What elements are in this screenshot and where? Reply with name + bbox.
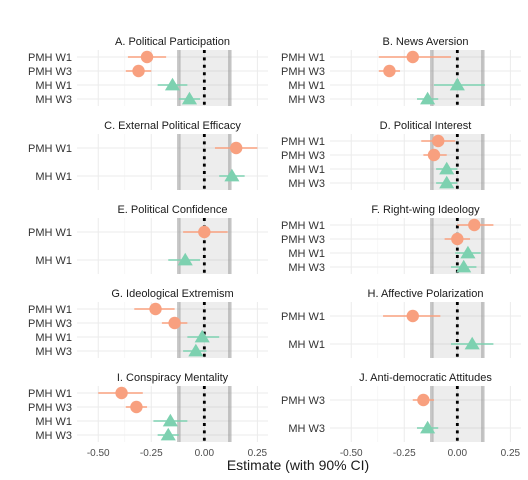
panel-title: H. Affective Polarization [368, 288, 484, 300]
estimate-point-circle [149, 302, 162, 316]
row-label: MH W1 [288, 248, 325, 260]
x-tick-label: 0.25 [501, 448, 521, 459]
panel-title: E. Political Confidence [117, 204, 227, 216]
estimate-point-circle [140, 50, 154, 64]
estimate-point-triangle [456, 259, 472, 273]
estimate-point-triangle [177, 252, 193, 266]
panel: E. Political Confidence PMH W1 MH W1 [28, 204, 268, 274]
row-label: MH W1 [35, 255, 72, 267]
row-label: PMH W1 [281, 52, 325, 64]
panel-title: F. Right-wing Ideology [371, 204, 480, 216]
row-label: PMH W1 [28, 52, 72, 64]
row-label: MH W3 [288, 94, 325, 106]
row-label: MH W1 [35, 80, 72, 92]
estimate-point-triangle [164, 77, 181, 91]
estimate-point-triangle [188, 343, 204, 357]
estimate-point-circle [406, 50, 419, 64]
x-axes: -0.50 -0.25 0.00 0.25 -0.50 -0.25 0.00 0.25 [87, 448, 521, 459]
x-tick-label: 0.25 [248, 448, 268, 459]
estimate-point-triangle [162, 413, 178, 427]
estimate-point-circle [427, 148, 441, 162]
row-label: PMH W3 [281, 234, 325, 246]
row-label: MH W1 [288, 339, 325, 351]
row-label: PMH W3 [28, 402, 72, 414]
row-label: PMH W1 [28, 227, 72, 239]
panel-title: A. Political Participation [115, 36, 230, 48]
panel: G. Ideological Extremism PMH W1 PMH W3 MH W… [28, 288, 268, 358]
panel: A. Political Participation PMH W1 PMH W3 MH… [28, 36, 268, 106]
x-tick-label: -0.50 [340, 448, 363, 459]
estimate-point-circle [451, 232, 464, 246]
panel-title: G. Ideological Extremism [111, 288, 233, 300]
panel: J. Anti-democratic Attitudes PMH W3 MH W3 [281, 372, 521, 442]
estimate-point-triangle [439, 175, 455, 189]
row-label: PMH W3 [281, 150, 325, 162]
estimate-point-triangle [449, 77, 465, 91]
row-label: PMH W1 [28, 388, 72, 400]
panel: D. Political Interest PMH W1 PMH W3 MH W1 MH… [281, 120, 521, 190]
row-label: PMH W1 [281, 220, 325, 232]
x-tick-label: 0.00 [448, 448, 468, 459]
panel-title: B. News Aversion [382, 36, 468, 48]
row-label: MH W3 [288, 262, 325, 274]
row-label: MH W1 [35, 171, 72, 183]
estimate-point-circle [115, 386, 128, 400]
estimate-point-circle [383, 64, 396, 78]
row-label: MH W3 [288, 423, 325, 435]
row-label: MH W3 [35, 430, 72, 442]
x-axis-label: Estimate (with 90% CI) [227, 457, 369, 473]
row-label: PMH W1 [281, 136, 325, 148]
x-tick-label: -0.25 [393, 448, 416, 459]
panel: B. News Aversion PMH W1 PMH W3 MH W1 MH W3 [281, 36, 521, 106]
estimate-point-triangle [181, 91, 198, 105]
row-label: PMH W1 [281, 311, 325, 323]
estimate-point-triangle [460, 245, 476, 259]
estimate-point-circle [198, 225, 211, 239]
panels: A. Political Participation PMH W1 PMH W3 MH… [28, 36, 521, 442]
row-label: MH W3 [288, 178, 325, 190]
x-tick-label: -0.25 [140, 448, 163, 459]
row-label: PMH W1 [28, 304, 72, 316]
estimate-point-triangle [160, 427, 176, 441]
row-label: MH W3 [35, 94, 72, 106]
estimate-point-circle [432, 134, 445, 148]
estimate-point-triangle [194, 329, 210, 343]
panel: F. Right-wing Ideology PMH W1 PMH W3 MH W1 M… [281, 204, 521, 274]
row-label: PMH W3 [28, 66, 72, 78]
row-label: PMH W3 [28, 318, 72, 330]
estimate-point-circle [132, 64, 145, 78]
estimate-point-circle [168, 316, 181, 330]
x-tick-label: 0.00 [195, 448, 215, 459]
row-label: MH W3 [35, 346, 72, 358]
panel-title: I. Conspiracy Mentality [117, 372, 229, 384]
estimate-point-triangle [420, 420, 436, 434]
estimate-point-circle [229, 141, 243, 155]
row-label: MH W1 [35, 332, 72, 344]
estimate-point-circle [406, 309, 419, 323]
x-tick-label: -0.50 [87, 448, 110, 459]
panel: C. External Political Efficacy PMH W1 MH W… [28, 120, 268, 190]
estimate-point-triangle [420, 91, 436, 105]
estimate-point-circle [417, 393, 430, 407]
estimate-point-triangle [224, 168, 240, 182]
row-label: PMH W3 [281, 395, 325, 407]
panel: H. Affective Polarization PMH W1 MH W1 [281, 288, 521, 358]
estimate-point-circle [130, 400, 143, 414]
panel-title: C. External Political Efficacy [104, 120, 241, 132]
panel-title: J. Anti-democratic Attitudes [359, 372, 492, 384]
panel-title: D. Political Interest [380, 120, 472, 132]
row-label: MH W1 [288, 164, 325, 176]
estimate-point-triangle [464, 336, 480, 350]
row-label: PMH W3 [281, 66, 325, 78]
panel: I. Conspiracy Mentality PMH W1 PMH W3 MH W1… [28, 372, 268, 442]
estimate-point-circle [468, 218, 481, 232]
row-label: MH W1 [35, 416, 72, 428]
row-label: PMH W1 [28, 143, 72, 155]
estimate-point-triangle [439, 161, 455, 175]
row-label: MH W1 [288, 80, 325, 92]
